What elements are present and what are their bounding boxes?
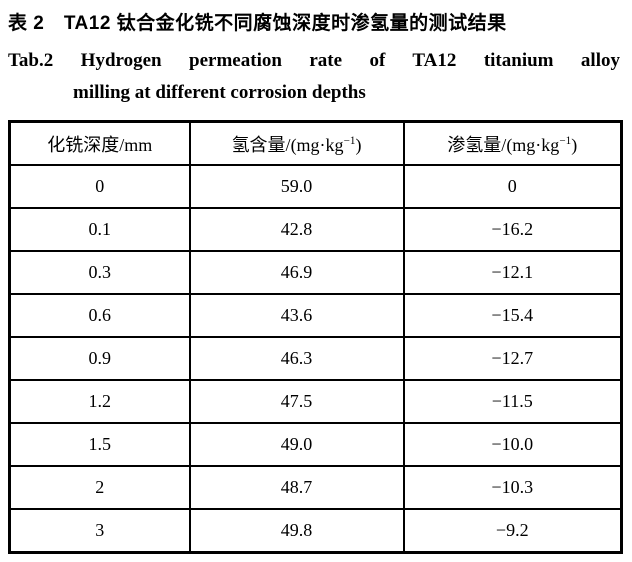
table-cell: 0	[402, 164, 623, 209]
table-row: 3 49.8 −9.2	[8, 508, 623, 554]
unit-exponent: −1	[559, 134, 572, 147]
table-cell: 0.9	[8, 336, 191, 381]
table-cell: 0.3	[8, 250, 191, 295]
table-cell: 43.6	[188, 293, 405, 338]
table-body: 0 59.0 0 0.1 42.8 −16.2 0.3 46.9 −12.1 0.6 43.6 −15…	[8, 164, 623, 554]
table-cell: −11.5	[402, 379, 623, 424]
results-table: 化铣深度/mm 氢含量/(mg·kg−1) 渗氢量/(mg·kg−1) 0 59.0 0…	[8, 120, 623, 554]
table-cell: −12.1	[402, 250, 623, 295]
table-cell: −9.2	[402, 508, 623, 554]
table-row: 0.9 46.3 −12.7	[8, 336, 623, 381]
table-row: 1.5 49.0 −10.0	[8, 422, 623, 467]
table-cell: 46.9	[188, 250, 405, 295]
table-cell: 48.7	[188, 465, 405, 510]
table-cell: 46.3	[188, 336, 405, 381]
table-cell: −12.7	[402, 336, 623, 381]
table-cell: 0.1	[8, 207, 191, 252]
unit-exponent: −1	[343, 134, 356, 147]
table-row: 1.2 47.5 −11.5	[8, 379, 623, 424]
table-caption-english-line1: Tab.2 Hydrogen permeation rate of TA12 t…	[8, 50, 620, 71]
table-cell: 3	[8, 508, 191, 554]
table-cell: −10.0	[402, 422, 623, 467]
table-row: 2 48.7 −10.3	[8, 465, 623, 510]
table-row: 0.3 46.9 −12.1	[8, 250, 623, 295]
table-cell: 59.0	[188, 164, 405, 209]
table-cell: 1.5	[8, 422, 191, 467]
table-caption-chinese: 表 2 TA12 钛合金化铣不同腐蚀深度时渗氢量的测试结果	[8, 13, 507, 34]
table-caption-english-line2: milling at different corrosion depths	[73, 82, 366, 103]
table-cell: 49.8	[188, 508, 405, 554]
table-cell: −10.3	[402, 465, 623, 510]
column-header: 氢含量/(mg·kg−1)	[188, 120, 405, 166]
table-row: 0.6 43.6 −15.4	[8, 293, 623, 338]
column-header: 化铣深度/mm	[8, 120, 191, 166]
table-cell: −15.4	[402, 293, 623, 338]
column-header: 渗氢量/(mg·kg−1)	[402, 120, 623, 166]
table-cell: 1.2	[8, 379, 191, 424]
table-cell: 0	[8, 164, 191, 209]
table-cell: −16.2	[402, 207, 623, 252]
table-row: 0 59.0 0	[8, 164, 623, 209]
table-cell: 2	[8, 465, 191, 510]
table-cell: 42.8	[188, 207, 405, 252]
table-row: 0.1 42.8 −16.2	[8, 207, 623, 252]
table-cell: 0.6	[8, 293, 191, 338]
table-cell: 49.0	[188, 422, 405, 467]
table-cell: 47.5	[188, 379, 405, 424]
table-header-row: 化铣深度/mm 氢含量/(mg·kg−1) 渗氢量/(mg·kg−1)	[8, 120, 623, 166]
